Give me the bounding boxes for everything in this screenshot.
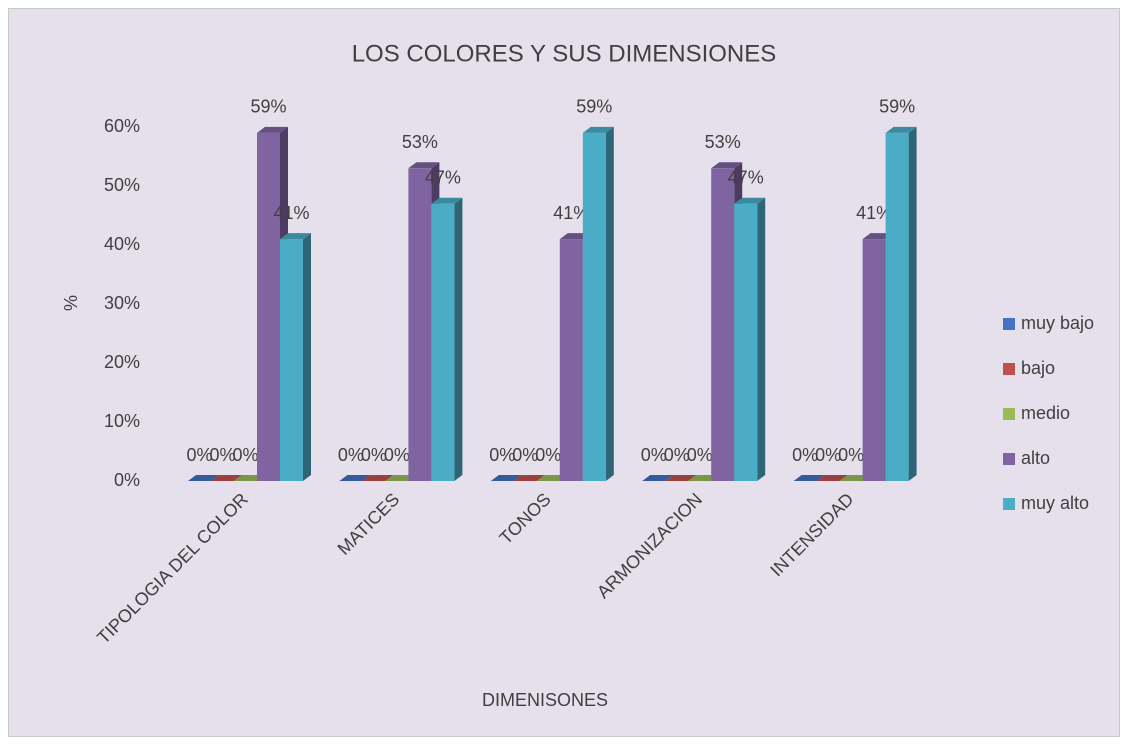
value-label: 0% (338, 445, 364, 465)
bar-top (431, 197, 463, 204)
legend-swatch (1003, 318, 1015, 330)
value-label: 53% (402, 132, 438, 152)
y-tick-label: 40% (104, 234, 140, 254)
bar-top (490, 475, 522, 481)
bar-top (257, 126, 288, 133)
y-axis-title: % (61, 295, 81, 311)
bar-top (211, 475, 242, 481)
bar (408, 168, 432, 482)
bar (431, 203, 455, 481)
bar (711, 168, 735, 482)
value-label: 0% (535, 445, 561, 465)
value-label: 41% (273, 203, 309, 223)
bar-top (642, 475, 674, 481)
bar-top (362, 475, 394, 481)
value-label: 59% (879, 97, 915, 117)
legend-label: alto (1021, 448, 1050, 468)
y-tick-label: 60% (104, 116, 140, 136)
value-label: 0% (792, 445, 818, 465)
value-label: 0% (232, 445, 258, 465)
value-label: 59% (250, 97, 286, 117)
bar-side (757, 197, 766, 481)
y-tick-label: 50% (104, 175, 140, 195)
value-label: 59% (576, 97, 612, 117)
legend-swatch (1003, 363, 1015, 375)
bar-top (280, 233, 311, 240)
bar-top (665, 475, 697, 481)
y-tick-label: 20% (104, 352, 140, 372)
value-label: 0% (489, 445, 515, 465)
legend-label: medio (1021, 403, 1070, 423)
bar-side (303, 233, 311, 481)
bar-top (339, 475, 371, 481)
value-label: 41% (856, 203, 892, 223)
value-label: 0% (687, 445, 713, 465)
legend-label: muy alto (1021, 493, 1089, 513)
value-label: 0% (838, 445, 864, 465)
bar (582, 132, 606, 481)
bar (559, 239, 583, 481)
bar (862, 239, 886, 481)
legend-swatch (1003, 498, 1015, 510)
bar-top (816, 475, 848, 481)
bar-top (734, 197, 766, 204)
value-label: 0% (512, 445, 538, 465)
value-label: 0% (815, 445, 841, 465)
bar-side (605, 126, 614, 482)
legend-swatch (1003, 453, 1015, 465)
y-tick-label: 30% (104, 293, 140, 313)
value-label: 47% (425, 167, 461, 187)
value-label: 0% (361, 445, 387, 465)
value-label: 41% (553, 203, 589, 223)
bar-side (454, 197, 463, 481)
y-tick-label: 0% (114, 470, 140, 490)
bar-top (885, 126, 917, 133)
bar-top (793, 475, 825, 481)
bar-top (408, 162, 440, 169)
value-label: 0% (641, 445, 667, 465)
bar (734, 203, 758, 481)
bar-top (513, 475, 545, 481)
y-tick-label: 10% (104, 411, 140, 431)
bar-top (188, 475, 219, 481)
legend-swatch (1003, 408, 1015, 420)
bar-top (582, 126, 614, 133)
bar (257, 132, 280, 481)
value-label: 0% (209, 445, 235, 465)
value-label: 0% (664, 445, 690, 465)
bar (280, 239, 303, 481)
legend-label: bajo (1021, 358, 1055, 378)
value-label: 53% (705, 132, 741, 152)
value-label: 47% (728, 167, 764, 187)
bar-top (711, 162, 743, 169)
value-label: 0% (384, 445, 410, 465)
bar-side (908, 126, 917, 482)
x-axis-title: DIMENISONES (482, 690, 608, 710)
value-label: 0% (186, 445, 212, 465)
bar (885, 132, 909, 481)
legend-label: muy bajo (1021, 313, 1094, 333)
chart-title: LOS COLORES Y SUS DIMENSIONES (352, 40, 777, 67)
